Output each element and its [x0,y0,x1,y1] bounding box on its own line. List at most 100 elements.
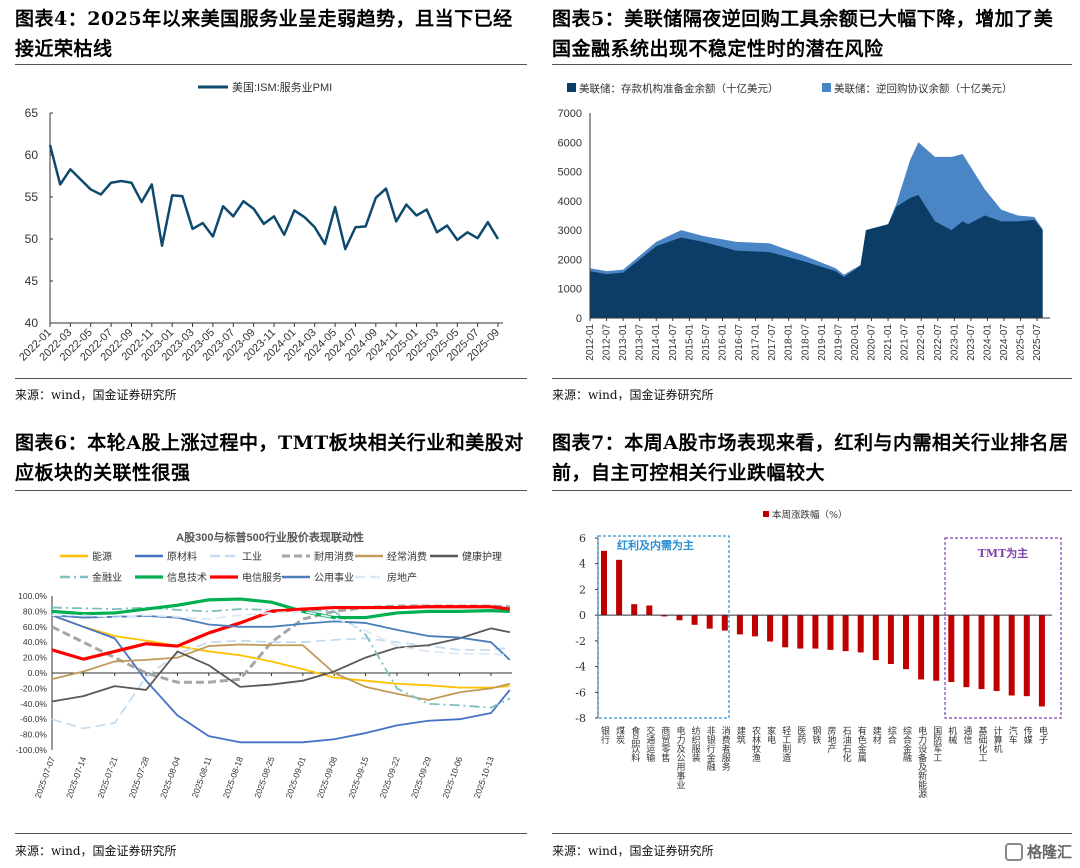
category-label: 有色金属 [855,726,866,762]
bar-建材 [872,615,879,661]
y-tick-label: 60 [25,148,39,162]
category-label: 汽车 [1006,726,1017,744]
bar-通信 [963,615,970,688]
y-tick-label: 20.0% [23,653,48,663]
legend-swatch-rrp [822,83,831,92]
category-label: 医药 [795,726,806,744]
y-tick-label: -40.0% [20,699,47,709]
y-tick-label: 60.0% [23,622,48,632]
legend-label-公用事业: 公用事业 [314,571,354,584]
bar-基础化工 [978,615,985,690]
legend-label-rrp: 美联储：逆回购协议余额（十亿美元） [834,82,1013,95]
legend-label-耐用消费: 耐用消费 [314,550,354,563]
bar-石油石化 [842,615,849,652]
bar-银行 [601,550,607,616]
y-tick-label: 0 [579,609,586,622]
y-tick-label: 3000 [558,225,582,237]
y-tick-label: 80.0% [23,606,48,616]
dividend-box-label: 红利及内需为主 [617,538,694,552]
category-label: 商贸零售 [659,726,670,762]
x-tick-label: 2025-09-01 [283,755,307,800]
series-line-健康护理 [51,627,510,703]
fig6-title: 图表6：本轮A股上涨过程中，TMT板块相关行业和美股对应板块的关联性很强 [15,432,524,484]
fig4-chart: 4045505560652022-012022-032022-052022-07… [17,81,503,364]
legend-label-工业: 工业 [242,551,262,563]
category-label: 国防军工 [931,726,942,762]
y-tick-label: 4000 [558,196,582,208]
fig7-chart: -8 -6 -4 -2 0 2 4 6 红利及内需为主 TMT为主 本周涨跌幅（%） [575,509,1062,725]
bar-商贸零售 [661,615,668,617]
fig6-chart: -100.0% -80.0% -60.0% -40.0% -20.0% 0.0% 20.0%… [15,530,512,800]
series-line-经常消费 [51,643,511,701]
series-line-电信服务 [51,605,511,661]
legend-label-经常消费: 经常消费 [387,550,427,563]
legend-swatch-reserves [567,83,576,92]
y-tick-label: 6000 [558,137,582,149]
legend-label-reserves: 美联储：存款机构准备金余额（十亿美元） [579,82,779,95]
bar-建筑 [736,615,743,635]
divider [552,490,1072,491]
bar-电力设备及新能源 [918,615,925,680]
category-label: 电力设备及新能源 [916,726,927,798]
series-line-信息技术 [51,597,510,620]
legend-label-房地产: 房地产 [387,571,417,584]
x-tick-label: 2022-01 [916,324,927,361]
divider [552,833,1072,834]
bar-国防军工 [933,615,940,681]
category-label: 消费者服务 [719,726,730,771]
bar-轻工制造 [782,615,789,648]
category-label: 银行 [599,726,609,744]
y-tick-label: 6 [579,532,586,545]
y-tick-label: 40.0% [23,637,48,647]
legend-swatch [763,511,769,517]
category-label: 钢铁 [810,726,821,744]
x-tick-label: 2025-09-29 [409,755,433,800]
category-label: 食品饮料 [629,726,640,762]
x-tick-label: 2025-10-06 [440,755,464,800]
x-tick-label: 2025-07-21 [95,755,119,800]
category-label: 建材 [870,726,881,744]
x-tick-label: 2025-10-13 [472,755,496,800]
series-line-能源 [51,614,510,689]
category-label: 纺织服装 [689,726,700,762]
category-label: 煤炭 [614,726,625,744]
x-tick-label: 2025-08-11 [190,755,214,799]
x-tick-label: 2012-01 [585,324,596,361]
watermark-logo: 格隆汇 [1004,841,1072,862]
x-tick-label: 2021-01 [883,324,894,361]
category-label: 家电 [765,726,776,744]
legend-label-能源: 能源 [92,550,112,563]
category-label: 基础化工 [976,726,987,762]
legend-label-金融业: 金融业 [92,571,122,584]
legend-label: 本周涨跌幅（%） [772,509,848,521]
x-tick-label: 2017-07 [767,324,778,361]
y-tick-label: 2000 [558,254,582,266]
divider [15,378,527,379]
chart-title: A股300与标普500行业股价表现联动性 [176,530,364,544]
bar-家电 [767,615,774,642]
legend-label: 美国:ISM:服务业PMI [232,81,332,94]
category-label: 非银行金融 [704,726,715,771]
divider [15,833,527,834]
legend-label-健康护理: 健康护理 [462,550,502,563]
y-tick-label: -100.0% [15,745,47,755]
y-tick-label: 0 [576,313,582,325]
category-label: 综合金融 [901,726,911,762]
category-label: 综合 [885,726,896,744]
dividend-box [597,535,730,719]
x-tick-label: 2018-01 [784,324,795,361]
pmi-line [48,144,500,251]
x-tick-label: 2017-01 [751,324,762,361]
category-label: 房地产 [825,726,836,753]
series-line-耐用消费 [51,604,510,684]
bar-交通运输 [646,605,653,616]
bar-食品饮料 [631,604,638,616]
fig5-chart: 0 1000 2000 3000 4000 5000 6000 7000 2012-01 2012… [558,82,1050,361]
category-label: 计算机 [991,726,1002,753]
x-tick-label: 2015-07 [701,324,712,361]
x-tick-label: 2025-09-22 [378,755,402,800]
legend-label-信息技术: 信息技术 [167,571,207,584]
legend-label-原材料: 原材料 [167,550,197,563]
series-line-工业 [51,637,510,730]
x-tick-label: 2012-07 [602,324,613,361]
